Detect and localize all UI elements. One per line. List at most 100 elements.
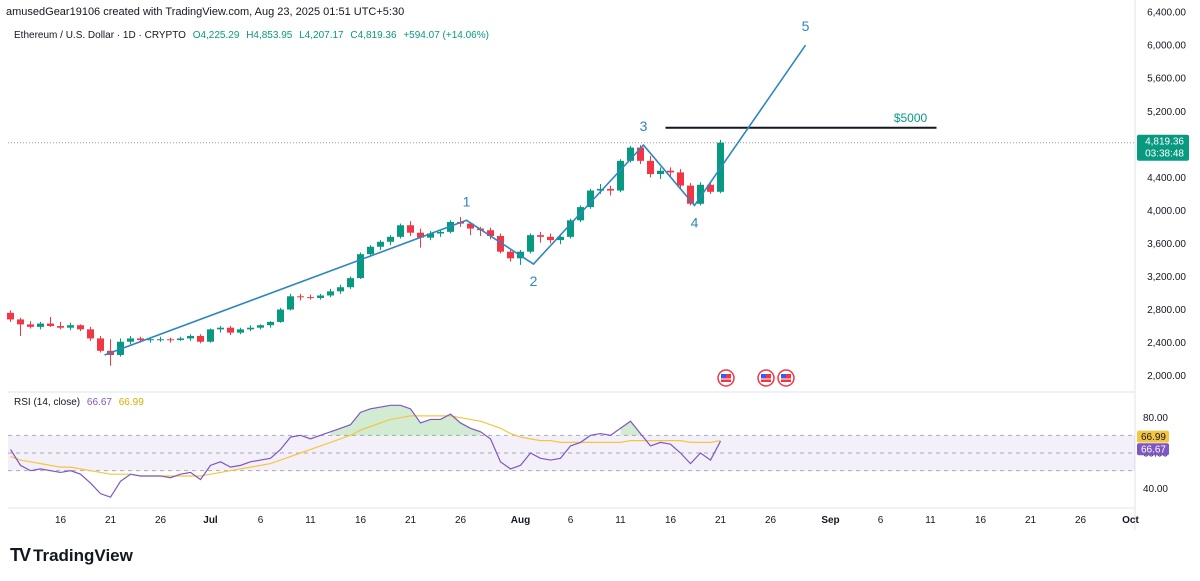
time-tick-label: 21 <box>105 515 117 526</box>
price-tick-label: 6,400.00 <box>1147 8 1186 19</box>
candle <box>547 233 554 244</box>
brand-name: TradingView <box>33 545 133 565</box>
candle-body <box>167 339 174 341</box>
candle <box>327 288 334 298</box>
candle-body <box>307 297 314 299</box>
candle <box>247 325 254 331</box>
us-flag-event-icon[interactable] <box>777 369 795 387</box>
candle-body <box>707 184 714 192</box>
price-tick-label: 5,200.00 <box>1147 107 1186 118</box>
candle-body <box>177 338 184 341</box>
time-tick-label: 26 <box>455 515 467 526</box>
candle <box>387 235 394 246</box>
candle-body <box>237 329 244 333</box>
candle <box>507 250 514 262</box>
candle <box>337 284 344 294</box>
candle-body <box>337 287 344 292</box>
time-tick-label: 26 <box>155 515 167 526</box>
rsi-tick-label: 40.00 <box>1143 484 1168 495</box>
candle <box>557 235 564 245</box>
candle <box>357 252 364 279</box>
candle-body <box>387 236 394 242</box>
rsi-tick-label: 80.00 <box>1143 413 1168 424</box>
candle-body <box>47 323 54 327</box>
price-badge-countdown: 03:38:48 <box>1145 149 1184 160</box>
candle <box>267 321 274 328</box>
us-flag-event-icon[interactable] <box>757 369 775 387</box>
time-tick-label: 11 <box>925 515 936 526</box>
created-by-text: amusedGear19106 created with TradingView… <box>6 6 405 18</box>
price-badge-price: 4,819.36 <box>1145 137 1184 148</box>
candle-body <box>317 295 324 298</box>
candle-body <box>287 296 294 310</box>
candle <box>97 335 104 353</box>
time-tick-label: Oct <box>1122 515 1139 526</box>
candle <box>347 276 354 289</box>
price-axis-labels: 6,400.00 6,000.00 5,600.00 5,200.00 4,400.00… <box>1147 8 1186 382</box>
candle <box>587 188 594 209</box>
candle-body <box>427 233 434 238</box>
time-tick-label: 16 <box>665 515 677 526</box>
candle-body <box>397 225 404 237</box>
candle-body <box>597 188 604 191</box>
price-tick-label: 5,600.00 <box>1147 74 1186 85</box>
candle <box>167 337 174 343</box>
rsi-overbought-fill <box>330 405 641 436</box>
candle-body <box>187 335 194 339</box>
time-tick-label: 21 <box>1025 515 1037 526</box>
rsi-value: 66.67 <box>86 397 112 408</box>
candle <box>687 183 694 206</box>
candle <box>537 231 544 243</box>
us-flag-event-icon[interactable] <box>717 369 735 387</box>
candle-body <box>197 335 204 342</box>
candle-body <box>7 312 14 320</box>
candle-body <box>557 236 564 241</box>
candle <box>57 321 64 330</box>
candle-body <box>527 235 534 252</box>
time-tick-label: 26 <box>765 515 777 526</box>
candle <box>707 183 714 194</box>
candle <box>37 321 44 330</box>
candle <box>647 155 654 178</box>
time-tick-label: 21 <box>405 515 417 526</box>
candle <box>407 221 414 236</box>
symbol-legend: Ethereum / U.S. Dollar · 1D · CRYPTO O4,… <box>14 30 489 41</box>
rsi-ma-line <box>10 415 721 477</box>
candle-body <box>277 309 284 322</box>
wave-label-1: 1 <box>463 193 471 209</box>
price-badge-bg <box>1137 134 1189 161</box>
candle-body <box>667 170 674 173</box>
time-tick-label: 6 <box>258 515 264 526</box>
candle-body <box>217 327 224 330</box>
candle-body <box>227 327 234 333</box>
candle-body <box>147 339 154 341</box>
economic-events[interactable] <box>717 369 795 387</box>
price-tick-label: 3,200.00 <box>1147 272 1186 283</box>
candles <box>7 139 724 366</box>
candle-body <box>657 170 664 175</box>
price-tick-label: 6,000.00 <box>1147 41 1186 52</box>
symbol-name[interactable]: Ethereum / U.S. Dollar · 1D · CRYPTO <box>14 30 186 41</box>
elliott-wave-line <box>104 44 807 356</box>
candle-body <box>437 231 444 234</box>
time-tick-label: 16 <box>55 515 67 526</box>
candle <box>227 326 234 336</box>
candle <box>427 231 434 241</box>
candle <box>127 335 134 345</box>
rsi-badge-label: 66.99 <box>1141 432 1166 443</box>
candle <box>377 240 384 251</box>
candle <box>657 167 664 179</box>
elliott-wave[interactable]: 1 2 3 4 5 <box>104 18 810 356</box>
candle <box>367 245 374 256</box>
candle-body <box>57 326 64 328</box>
time-axis-labels: 16 21 26 Jul 6 11 16 21 26 Aug 6 11 16 21 26 Sep 6 11 16 21… <box>55 515 1140 526</box>
candle <box>467 221 474 236</box>
change-value: +594.07 (+14.06%) <box>403 30 489 41</box>
candle-body <box>687 185 694 204</box>
time-tick-label: Sep <box>821 515 839 526</box>
rsi-label[interactable]: RSI (14, close) <box>14 397 81 408</box>
candle <box>397 223 404 239</box>
candle-body <box>467 223 474 229</box>
